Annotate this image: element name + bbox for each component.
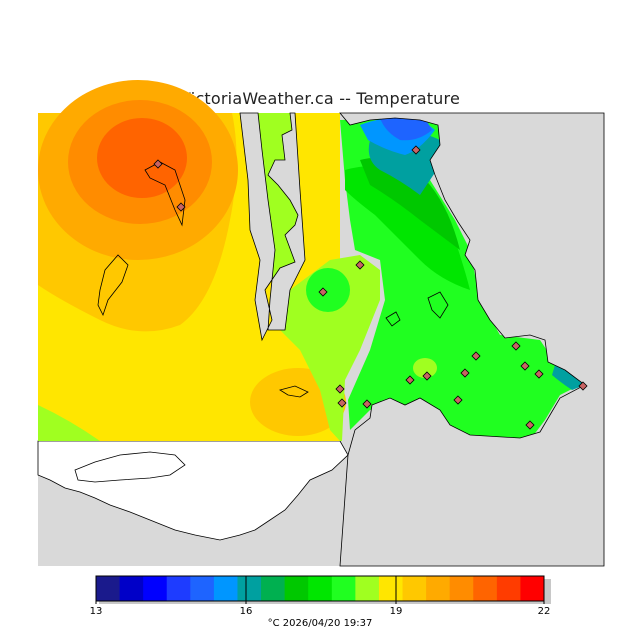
- field-orange-4: [97, 118, 187, 198]
- field-green-3: [360, 157, 460, 250]
- lake-outline-east: [427, 291, 449, 319]
- field-teal-east: [552, 365, 585, 390]
- lake-outline-south: [279, 385, 309, 398]
- lake-outline: [144, 161, 186, 227]
- map-title: VictoriaWeather.ca -- Temperature: [180, 89, 460, 108]
- field-blue-2: [380, 118, 432, 141]
- no-data-land-island: [74, 451, 186, 483]
- water-east-channel: [339, 112, 605, 567]
- island-outline: [97, 254, 129, 317]
- water-strait: [239, 112, 306, 342]
- lake-outline-center: [385, 311, 401, 327]
- field-green-west: [38, 405, 100, 441]
- field-yellow-east: [413, 358, 437, 378]
- field-green-2: [345, 166, 470, 290]
- field-lightgreen-center: [306, 268, 350, 312]
